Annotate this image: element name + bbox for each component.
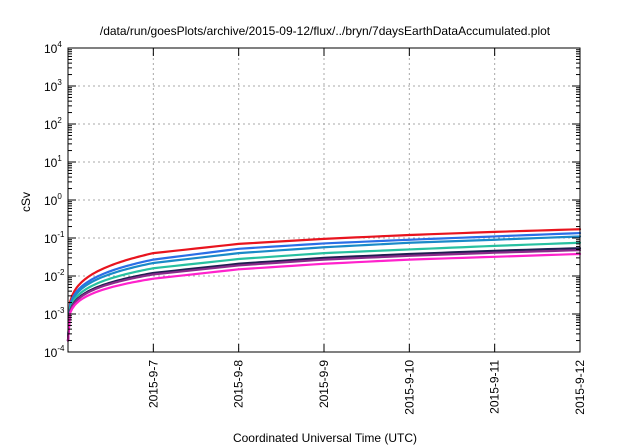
y-tick-base: 10 <box>44 42 58 56</box>
x-tick-label: 2015-9-11 <box>488 360 502 414</box>
series-line-2 <box>66 231 582 342</box>
series-line-1 <box>66 228 582 342</box>
y-tick-label: 100 <box>44 192 62 208</box>
y-axis-label: cSv <box>19 192 33 212</box>
series-line-7 <box>66 252 582 342</box>
y-tick-exponent: 1 <box>57 154 62 163</box>
y-tick-base: 10 <box>44 80 58 94</box>
series-group <box>66 228 582 342</box>
y-tick-exponent: -2 <box>57 268 65 277</box>
x-tick-label: 2015-9-7 <box>146 360 160 408</box>
y-tick-label: 10-2 <box>44 268 65 284</box>
y-tick-base: 10 <box>44 156 58 170</box>
series-line-3 <box>66 235 582 342</box>
x-tick-label: 2015-9-10 <box>402 360 416 415</box>
y-tick-label: 10-1 <box>44 230 65 246</box>
y-tick-base: 10 <box>44 308 58 322</box>
y-tick-base: 10 <box>44 194 58 208</box>
x-axis-label: Coordinated Universal Time (UTC) <box>233 431 417 445</box>
x-tick-label: 2015-9-12 <box>573 360 587 415</box>
x-tick-label: 2015-9-8 <box>232 360 246 408</box>
y-tick-exponent: -3 <box>57 306 65 315</box>
y-tick-label: 104 <box>44 40 62 56</box>
y-tick-base: 10 <box>44 346 58 360</box>
y-tick-exponent: 0 <box>57 192 62 201</box>
y-tick-label: 10-3 <box>44 306 65 322</box>
y-tick-exponent: 2 <box>57 116 62 125</box>
y-tick-exponent: 4 <box>57 40 62 49</box>
y-tick-label: 102 <box>44 116 62 132</box>
chart-title: /data/run/goesPlots/archive/2015-09-12/f… <box>100 24 551 38</box>
y-tick-label: 10-4 <box>44 344 65 360</box>
y-tick-label: 103 <box>44 78 62 94</box>
y-tick-exponent: 3 <box>57 78 62 87</box>
y-tick-label: 101 <box>44 154 62 170</box>
y-tick-base: 10 <box>44 232 58 246</box>
y-tick-base: 10 <box>44 270 58 284</box>
y-tick-exponent: -4 <box>57 344 65 353</box>
series-line-4 <box>66 241 582 342</box>
series-line-6 <box>66 249 582 342</box>
x-tick-label: 2015-9-9 <box>317 360 331 408</box>
y-tick-base: 10 <box>44 118 58 132</box>
y-tick-exponent: -1 <box>57 230 65 239</box>
